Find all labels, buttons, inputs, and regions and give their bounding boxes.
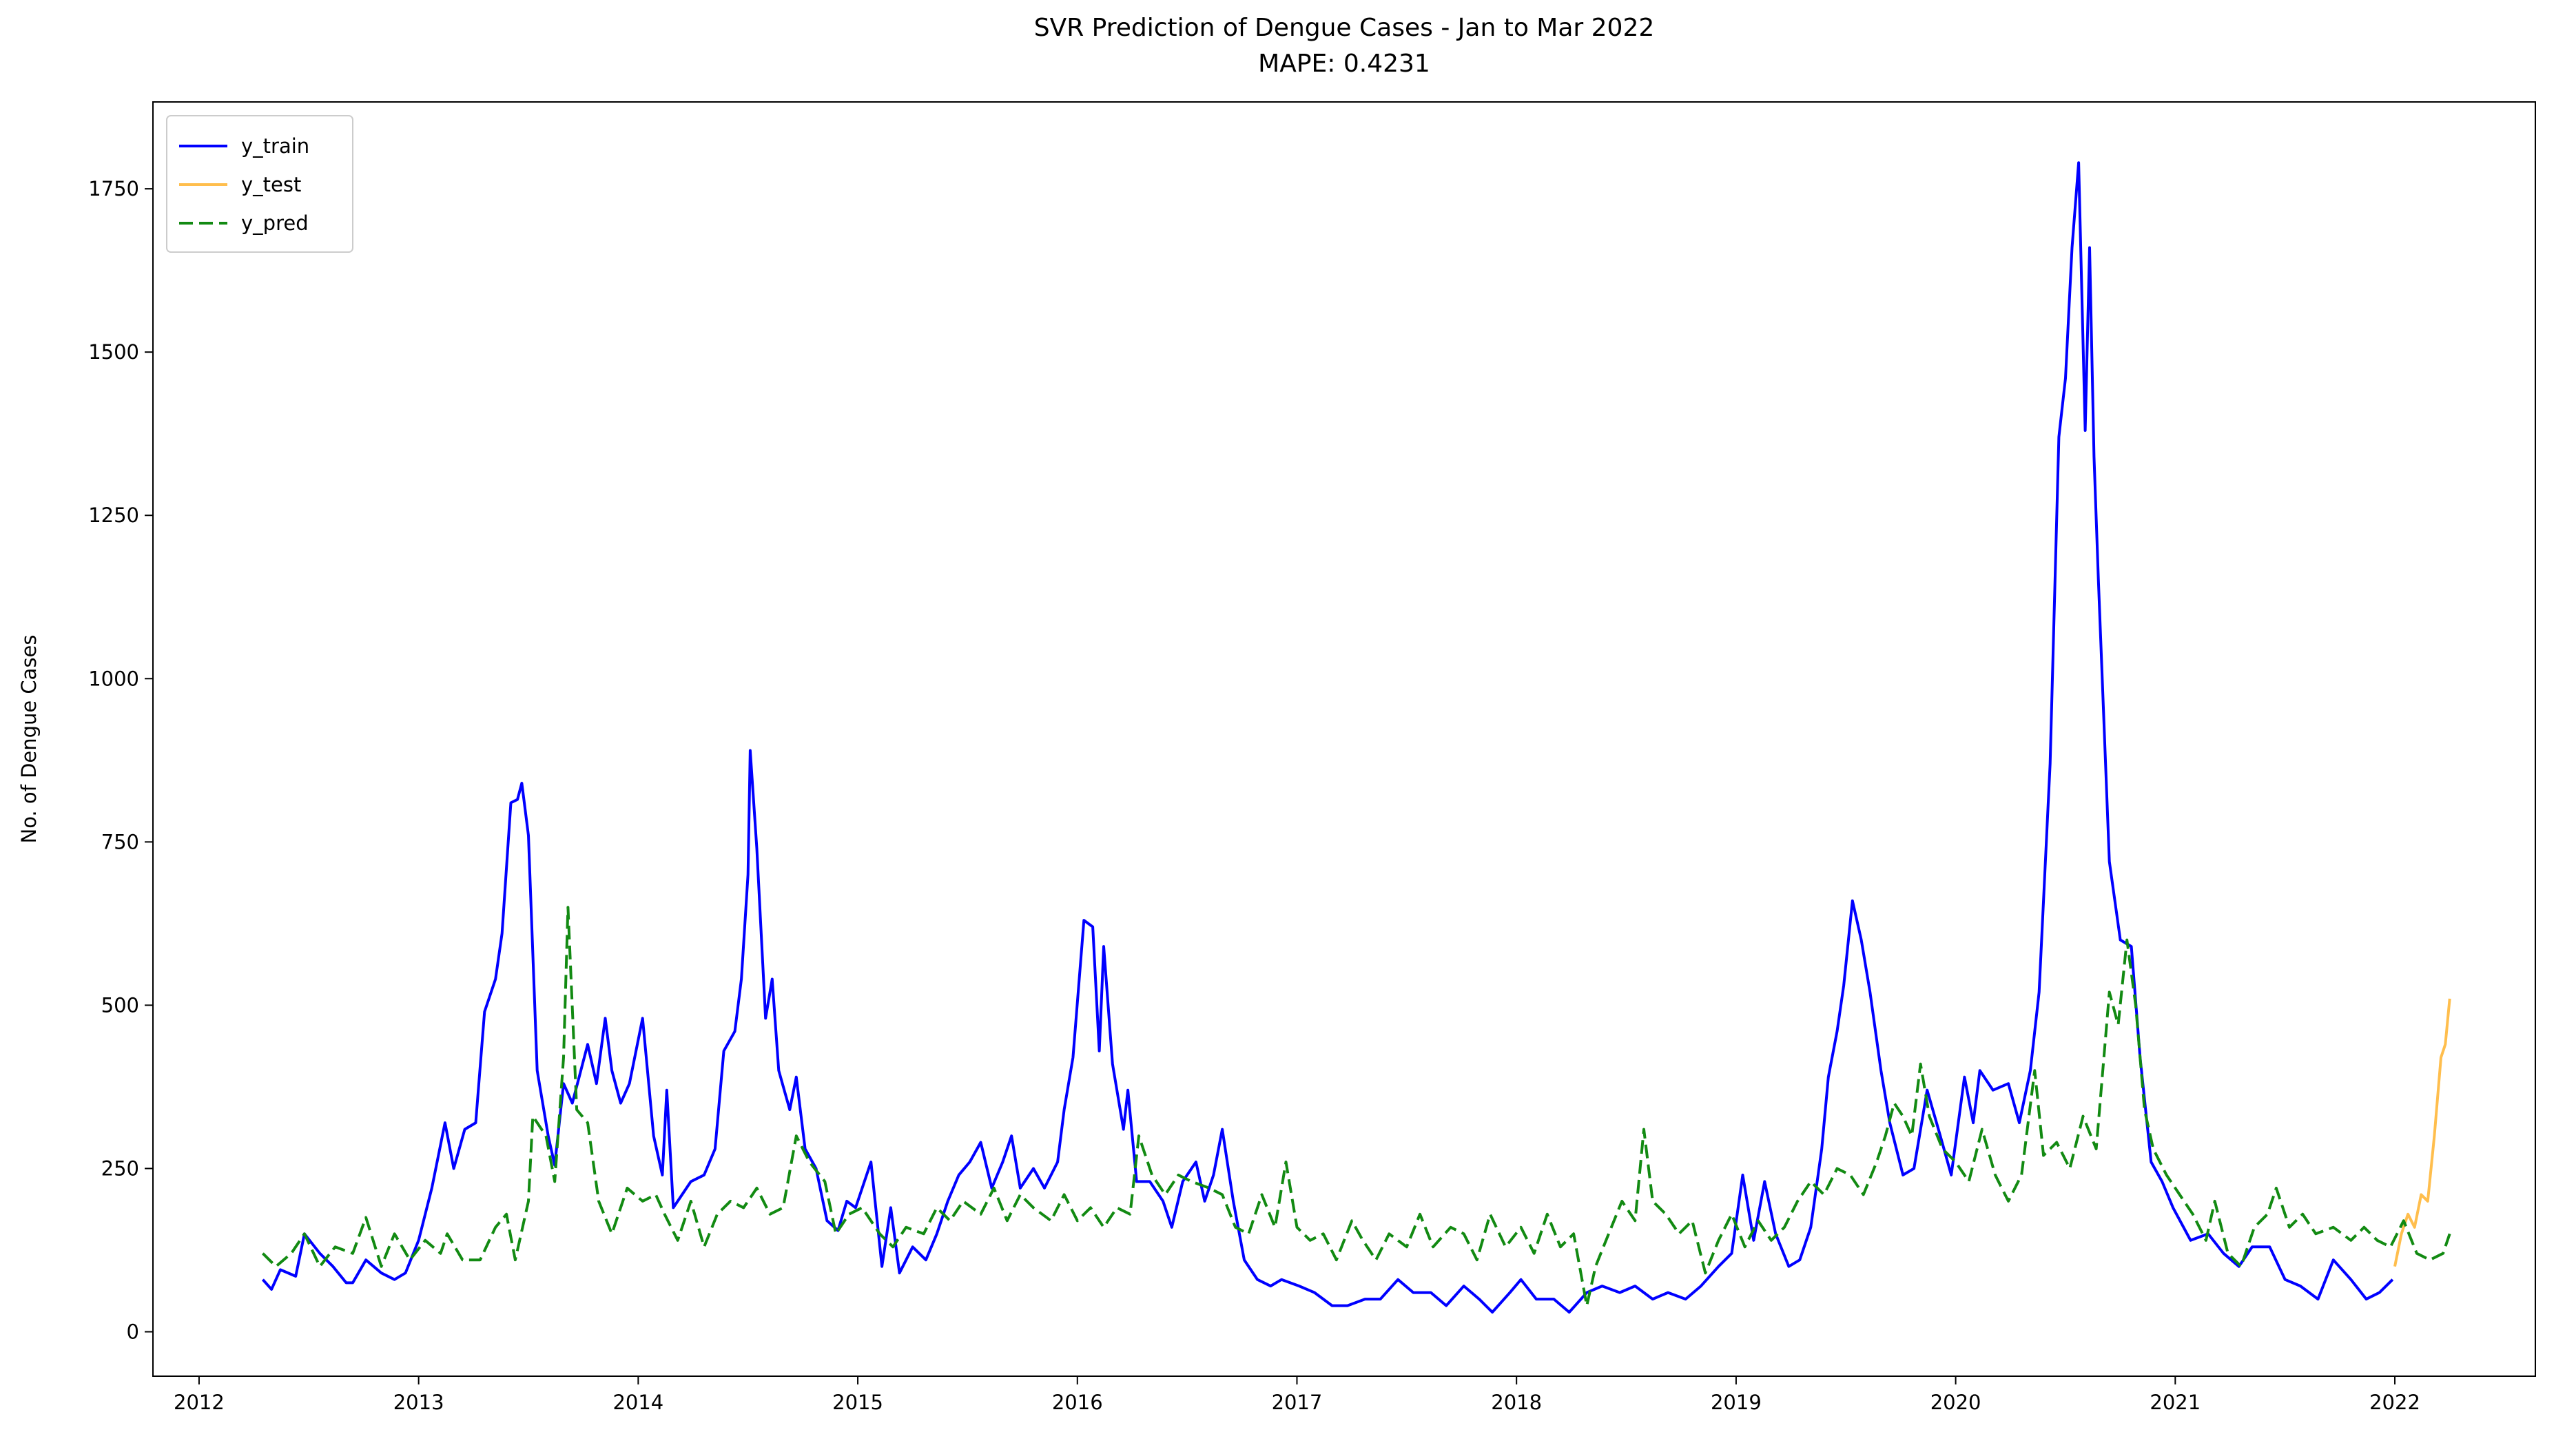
x-tick-label: 2018 bbox=[1491, 1391, 1542, 1414]
x-tick-label: 2015 bbox=[832, 1391, 883, 1414]
x-tick-label: 2017 bbox=[1272, 1391, 1323, 1414]
x-tick-label: 2014 bbox=[612, 1391, 663, 1414]
x-tick-label: 2021 bbox=[2150, 1391, 2201, 1414]
series-line bbox=[261, 906, 2451, 1307]
x-tick-label: 2020 bbox=[1930, 1391, 1981, 1414]
y-tick-label: 0 bbox=[127, 1320, 139, 1344]
y-tick-label: 250 bbox=[101, 1156, 139, 1180]
series-line bbox=[261, 161, 2394, 1314]
y-tick-label: 750 bbox=[101, 830, 139, 853]
x-tick-label: 2019 bbox=[1711, 1391, 1762, 1414]
x-tick-label: 2013 bbox=[393, 1391, 444, 1414]
x-tick-label: 2022 bbox=[2369, 1391, 2420, 1414]
legend-label: y_test bbox=[241, 173, 301, 196]
x-tick-label: 2016 bbox=[1052, 1391, 1103, 1414]
legend-box bbox=[166, 115, 353, 253]
legend-label: y_pred bbox=[241, 211, 309, 235]
y-axis-label: No. of Dengue Cases bbox=[17, 634, 41, 843]
series-line bbox=[2393, 998, 2451, 1267]
y-tick-label: 1000 bbox=[88, 667, 139, 690]
legend-label: y_train bbox=[241, 134, 309, 158]
legend: y_train y_test y_pred bbox=[166, 115, 353, 253]
chart-title: SVR Prediction of Dengue Cases - Jan to … bbox=[1034, 14, 1655, 42]
y-tick-label: 1250 bbox=[88, 504, 139, 527]
y-tick-label: 500 bbox=[101, 993, 139, 1017]
x-tick-label: 2012 bbox=[174, 1391, 225, 1414]
y-tick-label: 1500 bbox=[88, 340, 139, 364]
chart-subtitle: MAPE: 0.4231 bbox=[1258, 50, 1430, 78]
plot-frame bbox=[152, 101, 2536, 1377]
y-tick-label: 1750 bbox=[88, 177, 139, 200]
